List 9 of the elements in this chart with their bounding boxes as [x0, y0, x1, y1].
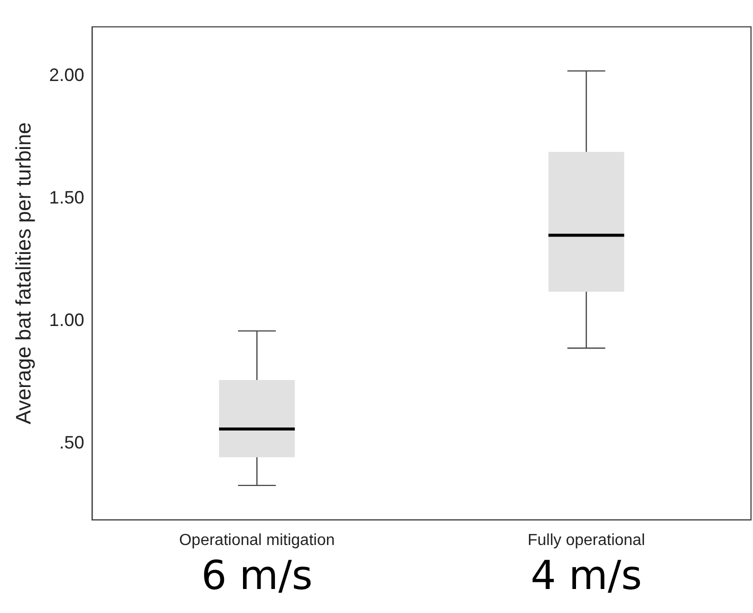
- text: 4 m/s: [530, 553, 644, 599]
- y-axis-title: Average bat fatalities per turbine: [12, 122, 36, 424]
- y-tick-label: 2.00: [49, 64, 84, 85]
- x-tick-label: Fully operational: [528, 532, 646, 549]
- x-tick-label: Operational mitigation: [179, 532, 335, 549]
- y-tick-label: 1.00: [49, 310, 84, 330]
- y-tick-label: .50: [59, 432, 84, 453]
- text: 6 m/s: [200, 553, 314, 599]
- y-tick-label: 1.50: [49, 187, 84, 208]
